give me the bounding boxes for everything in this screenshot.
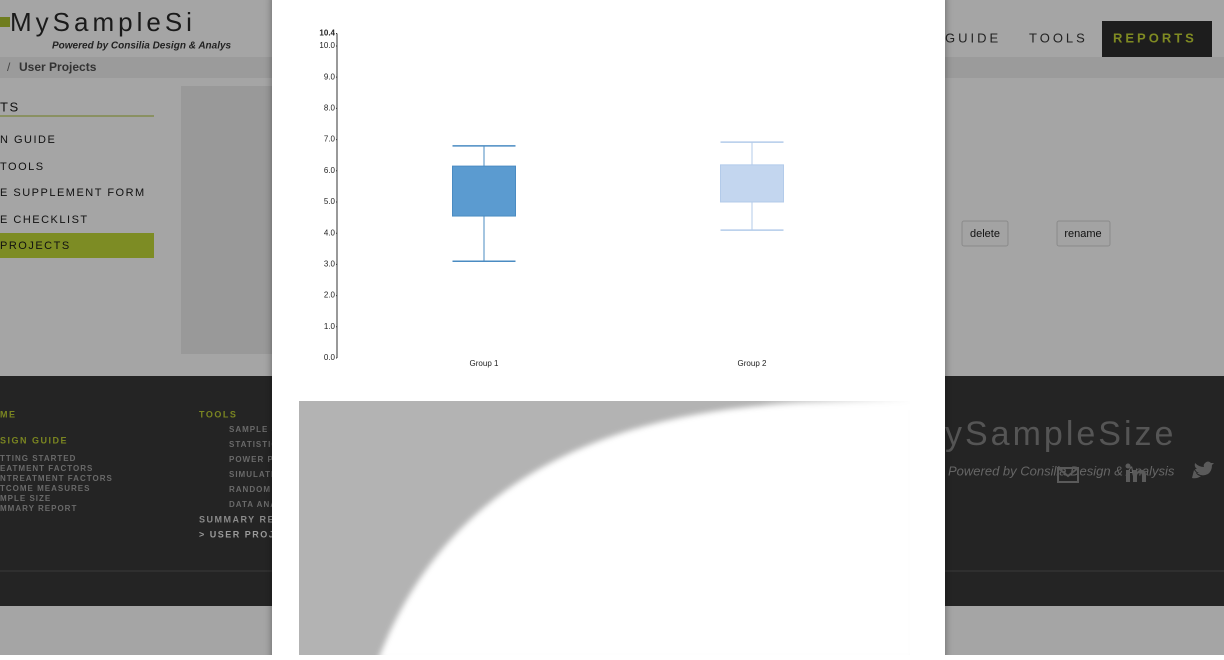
button-label[interactable]: rename [1064, 228, 1101, 240]
footer-heading[interactable]: TOOLS [199, 409, 237, 419]
sidebar-item[interactable]: PROJECTS [0, 240, 71, 252]
sidebar-item[interactable]: E SUPPLEMENT FORM [0, 187, 146, 199]
nav-active[interactable] [1102, 21, 1212, 57]
tagline: Powered by Consilia Design & Analys [52, 41, 232, 52]
sidebar-heading: TS [0, 99, 20, 114]
twitter-icon[interactable] [1192, 461, 1214, 479]
sidebar-item[interactable]: TOOLS [0, 161, 45, 173]
footer-brand: ySampleSize [945, 415, 1176, 453]
footer-link[interactable]: MPLE SIZE [0, 494, 51, 503]
x-tick-label: Group 1 [470, 359, 499, 368]
logo-mark [0, 17, 10, 27]
mail-icon[interactable] [1057, 467, 1079, 483]
rename-button[interactable] [1056, 220, 1111, 247]
nav-item[interactable]: GUIDE [945, 30, 1001, 45]
y-tick-label: 10.4 [319, 29, 335, 38]
image-placeholder [299, 398, 915, 660]
footer-link[interactable]: MMARY REPORT [0, 504, 77, 513]
footer-heading[interactable]: ME [0, 409, 17, 419]
footer-link[interactable]: TTING STARTED [0, 454, 76, 463]
image-shape [378, 401, 915, 660]
y-tick-label: 3.0 [324, 260, 336, 269]
box [452, 165, 516, 217]
sidebar-item[interactable]: E CHECKLIST [0, 214, 89, 226]
y-tick-label: 4.0 [324, 228, 336, 237]
footer-link[interactable]: DATA ANA [229, 500, 277, 509]
y-tick-label: 9.0 [324, 72, 336, 81]
x-tick-label: Group 2 [738, 359, 767, 368]
logo: MySampleSi [10, 7, 196, 37]
button-label[interactable]: delete [970, 228, 1000, 240]
nav-item[interactable]: REPORTS [1113, 30, 1197, 45]
footer-link[interactable]: RANDOM [229, 485, 271, 494]
footer-link[interactable]: > USER PROJ [199, 529, 275, 539]
y-tick-label: 5.0 [324, 197, 336, 206]
box-plot: 0.0 1.0 2.0 3.0 4.0 5.0 6.0 7.0 8.0 9.0 10.0 10.4 Gr… [319, 29, 784, 368]
y-tick-label: 1.0 [324, 322, 336, 331]
y-tick-label: 7.0 [324, 135, 336, 144]
delete-button[interactable] [961, 220, 1009, 247]
y-tick-label: 10.0 [319, 41, 335, 50]
linkedin-icon[interactable] [1125, 463, 1147, 483]
image-fade [760, 398, 915, 410]
footer-link[interactable]: SIMULATI [229, 470, 274, 479]
breadcrumb: User Projects [19, 60, 97, 74]
footer-link[interactable]: NTREATMENT FACTORS [0, 474, 113, 483]
nav-item[interactable]: TOOLS [1029, 30, 1088, 45]
breadcrumb-separator: / [7, 60, 11, 74]
box [720, 164, 784, 203]
footer-link[interactable]: SAMPLE S [229, 425, 278, 434]
sidebar-active[interactable] [0, 233, 154, 258]
footer-link[interactable]: EATMENT FACTORS [0, 464, 93, 473]
y-tick-label: 2.0 [324, 291, 336, 300]
footer-link[interactable]: STATISTIC [229, 440, 278, 449]
footer-heading[interactable]: SIGN GUIDE [0, 435, 68, 445]
footer-link[interactable]: SUMMARY RE [199, 514, 275, 524]
y-tick-label: 8.0 [324, 103, 336, 112]
footer-link[interactable]: TCOME MEASURES [0, 484, 90, 493]
y-tick-label: 6.0 [324, 166, 336, 175]
sidebar-item[interactable]: N GUIDE [0, 134, 56, 146]
y-tick-label: 0.0 [324, 353, 336, 362]
footer-link[interactable]: POWER P [229, 455, 274, 464]
